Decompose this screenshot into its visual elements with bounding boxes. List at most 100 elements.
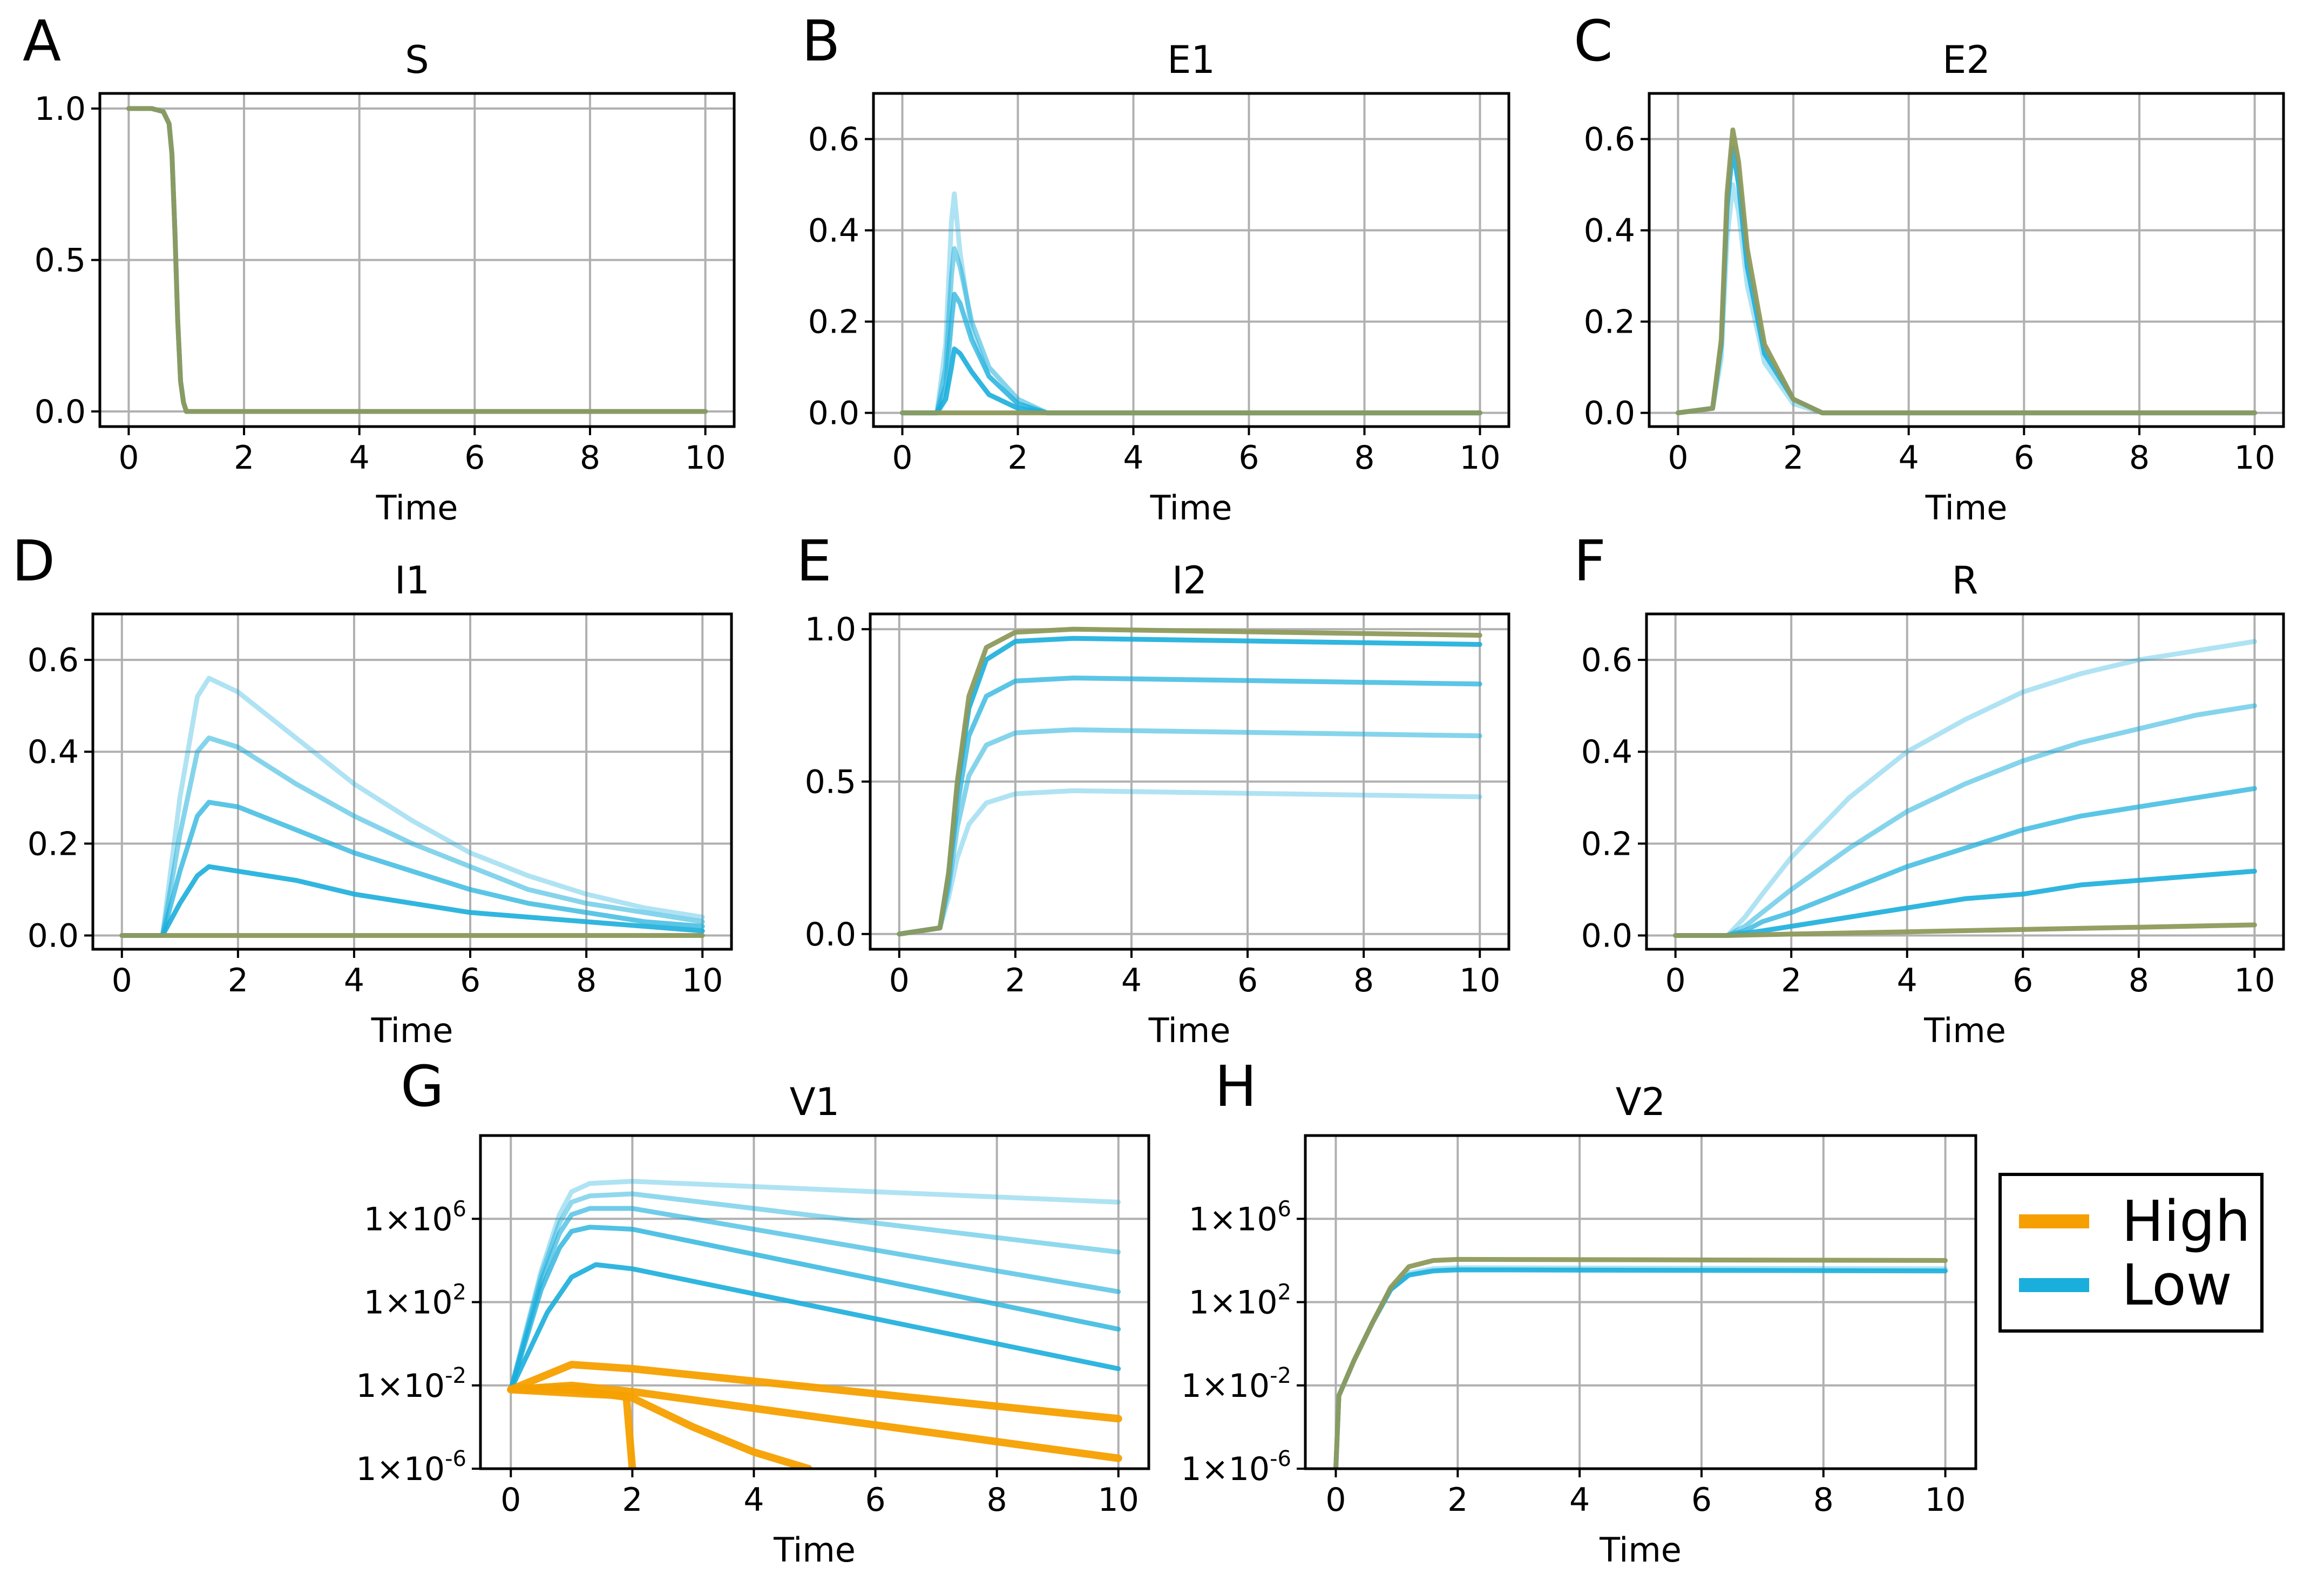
series-line-low [1333, 1267, 1948, 1469]
x-tick-label: 10 [2234, 962, 2275, 999]
x-tick-label: 8 [580, 439, 600, 477]
plot-frame [1645, 612, 2285, 951]
x-tick-label: 6 [1238, 439, 1259, 477]
panel-title: V2 [1616, 1080, 1665, 1124]
x-tick-label: 4 [743, 1481, 764, 1519]
series-line-low [1675, 145, 2258, 416]
legend-label-high: High [2122, 1188, 2251, 1254]
legend: High Low [1998, 1173, 2264, 1333]
series-line-low [119, 735, 705, 938]
x-tick-label: 6 [2014, 439, 2034, 477]
x-axis-label: Time [1148, 1011, 1231, 1050]
y-tick-label: 0.6 [1584, 121, 1635, 159]
plot-frame [91, 612, 733, 951]
series-line-high [126, 106, 708, 414]
series-line-high [1333, 1256, 1948, 1469]
y-tick-label: 0.4 [1581, 733, 1632, 771]
series-line-low [897, 788, 1482, 937]
x-tick-label: 0 [1665, 962, 1686, 999]
x-tick-label: 2 [1781, 962, 1801, 999]
x-tick-label: 4 [1123, 439, 1143, 477]
x-tick-label: 2 [234, 439, 254, 477]
x-tick-label: 4 [1899, 439, 1919, 477]
y-tick-label: 0.5 [35, 242, 86, 280]
panel-i1: 0 2 4 6 8 10 0.0 0.2 0.4 0.6 Time I1 D [12, 528, 733, 1050]
x-tick-label: 8 [2129, 962, 2149, 999]
panel-title: V1 [790, 1080, 839, 1124]
x-tick-label: 10 [685, 439, 726, 477]
series-line-low [900, 191, 1482, 416]
series-line-low [508, 1206, 1121, 1392]
x-tick-label: 0 [112, 962, 132, 999]
series-line-low [508, 1191, 1121, 1392]
series-line-low [508, 1179, 1121, 1392]
series-line-high [897, 626, 1482, 937]
y-tick-label: 0.0 [28, 917, 79, 955]
y-tick-label: 0.2 [1584, 303, 1635, 341]
x-tick-label: 4 [344, 962, 364, 999]
x-tick-label: 10 [682, 962, 723, 999]
x-tick-label: 8 [1813, 1481, 1834, 1519]
series-line-low [508, 1225, 1121, 1392]
x-axis-label: Time [1925, 488, 2008, 528]
x-tick-label: 8 [2129, 439, 2150, 477]
y-tick-label: 1×102 [1189, 1280, 1291, 1322]
y-tick-label: 0.2 [808, 303, 859, 341]
y-tick-label: 0.5 [805, 764, 856, 801]
x-axis-label: Time [1923, 1011, 2006, 1050]
y-tick-label: 1×10-6 [1181, 1447, 1291, 1488]
panel-r: 0 2 4 6 8 10 0.0 0.2 0.4 0.6 Time R F [1574, 528, 2285, 1050]
panel-title: I2 [1172, 558, 1207, 603]
x-axis-label: Time [371, 1011, 453, 1050]
panel-title: I1 [395, 558, 430, 603]
y-tick-label: 1×106 [1189, 1197, 1291, 1238]
x-tick-label: 2 [228, 962, 248, 999]
x-tick-label: 6 [460, 962, 480, 999]
y-tick-label: 0.6 [808, 121, 859, 159]
series-line-low [1673, 703, 2257, 938]
series-line-low [900, 292, 1482, 416]
panel-title: E1 [1167, 38, 1215, 82]
y-tick-label: 0.4 [808, 212, 859, 250]
x-axis-label: Time [1150, 488, 1232, 528]
x-tick-label: 10 [1098, 1481, 1139, 1519]
series-line-low [119, 675, 705, 938]
x-axis-label: Time [376, 488, 458, 528]
y-tick-label: 0.6 [28, 641, 79, 679]
x-tick-label: 4 [1121, 962, 1142, 999]
panel-title: E2 [1942, 38, 1990, 82]
series-line-low [900, 246, 1482, 416]
x-tick-label: 10 [1459, 962, 1500, 999]
panel-letter: E [796, 528, 832, 594]
x-tick-label: 10 [2234, 439, 2275, 477]
y-tick-label: 1×102 [364, 1280, 466, 1322]
panel-e2: 0 2 4 6 8 10 0.0 0.2 0.4 0.6 Time E2 C [1574, 8, 2285, 528]
y-tick-label: 0.0 [35, 393, 86, 431]
y-tick-label: 1×10-2 [1181, 1363, 1291, 1405]
x-tick-label: 10 [1459, 439, 1500, 477]
series-line-low [119, 800, 705, 938]
panel-letter: B [802, 8, 840, 74]
y-tick-label: 0.0 [1581, 917, 1632, 955]
y-tick-label: 1×10-2 [356, 1363, 466, 1405]
panel-letter: G [401, 1053, 444, 1119]
x-tick-label: 6 [865, 1481, 885, 1519]
y-tick-label: 1.0 [805, 611, 856, 648]
x-tick-label: 0 [892, 439, 912, 477]
y-tick-label: 0.2 [28, 825, 79, 863]
x-tick-label: 8 [1354, 439, 1374, 477]
y-tick-label: 0.0 [1584, 395, 1635, 433]
panel-e1: 0 2 4 6 8 10 0.0 0.2 0.4 0.6 Time E1 B [802, 8, 1510, 528]
x-tick-label: 4 [1569, 1481, 1590, 1519]
x-tick-label: 8 [576, 962, 597, 999]
y-tick-label: 1×10-6 [356, 1447, 466, 1488]
y-tick-label: 0.4 [1584, 212, 1635, 250]
series-line-low [900, 346, 1482, 416]
x-tick-label: 2 [1447, 1481, 1468, 1519]
panel-s: 0 2 4 6 8 10 0.0 0.5 1.0 Time S A [23, 8, 736, 528]
x-tick-label: 10 [1925, 1481, 1966, 1519]
x-axis-label: Time [1599, 1530, 1682, 1570]
series-line-low [508, 1262, 1121, 1392]
x-tick-label: 2 [1007, 439, 1028, 477]
y-tick-label: 0.6 [1581, 641, 1632, 679]
